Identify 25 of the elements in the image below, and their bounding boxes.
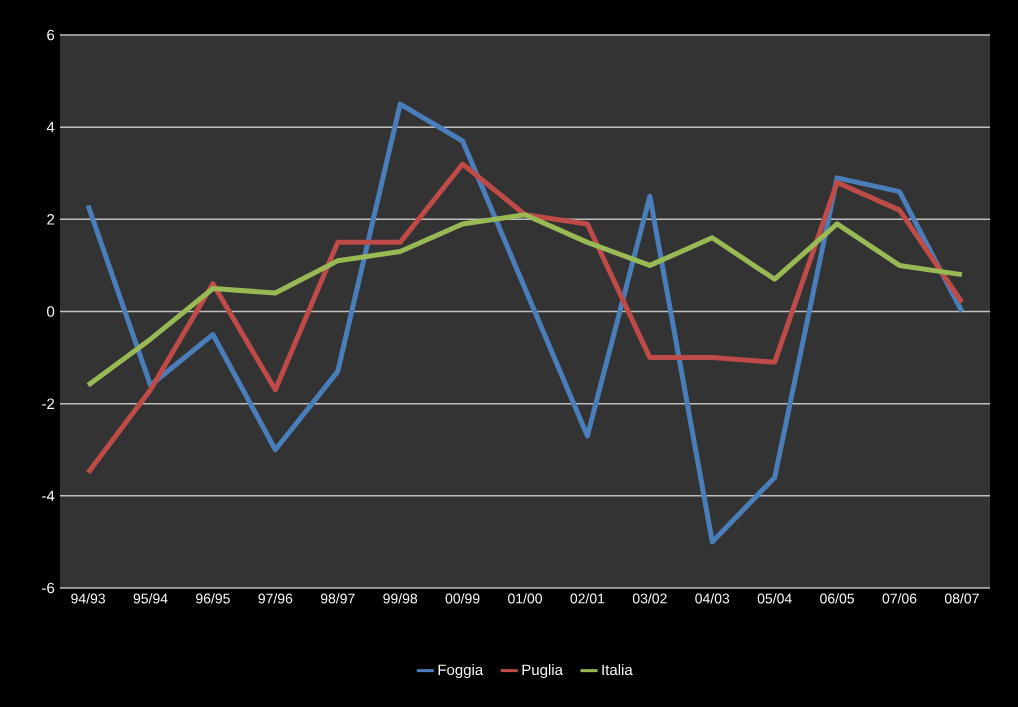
x-tick-label: 97/96 bbox=[258, 593, 293, 604]
x-tick-label: 98/97 bbox=[320, 593, 355, 604]
x-tick-label: 01/00 bbox=[508, 593, 542, 604]
y-tick-label: 0 bbox=[47, 306, 55, 317]
x-tick-label: 07/06 bbox=[882, 593, 917, 604]
x-tick-label: 94/93 bbox=[71, 593, 105, 604]
y-tick-label: -2 bbox=[42, 398, 55, 409]
x-tick-label: 02/01 bbox=[570, 593, 605, 604]
legend-label: Italia bbox=[602, 664, 633, 676]
x-tick-label: 03/02 bbox=[632, 593, 667, 604]
y-tick-label: 6 bbox=[47, 29, 55, 41]
x-tick-label: 06/05 bbox=[820, 593, 855, 604]
y-tick-label: 4 bbox=[46, 122, 55, 133]
x-tick-label: 08/07 bbox=[944, 593, 979, 604]
legend-label: Foggia bbox=[438, 664, 484, 679]
x-tick-label: 99/98 bbox=[383, 593, 418, 604]
x-tick-label: 95/94 bbox=[133, 593, 168, 604]
x-tick-label: 00/99 bbox=[445, 593, 480, 604]
x-tick-label: 05/04 bbox=[757, 593, 792, 604]
y-tick-label: -6 bbox=[42, 582, 55, 594]
x-tick-label: 04/03 bbox=[695, 593, 730, 604]
legend-label: Puglia bbox=[522, 664, 563, 679]
y-tick-label: 2 bbox=[47, 214, 55, 225]
x-tick-label: 96/95 bbox=[196, 593, 230, 604]
y-tick-label: -4 bbox=[42, 490, 55, 501]
